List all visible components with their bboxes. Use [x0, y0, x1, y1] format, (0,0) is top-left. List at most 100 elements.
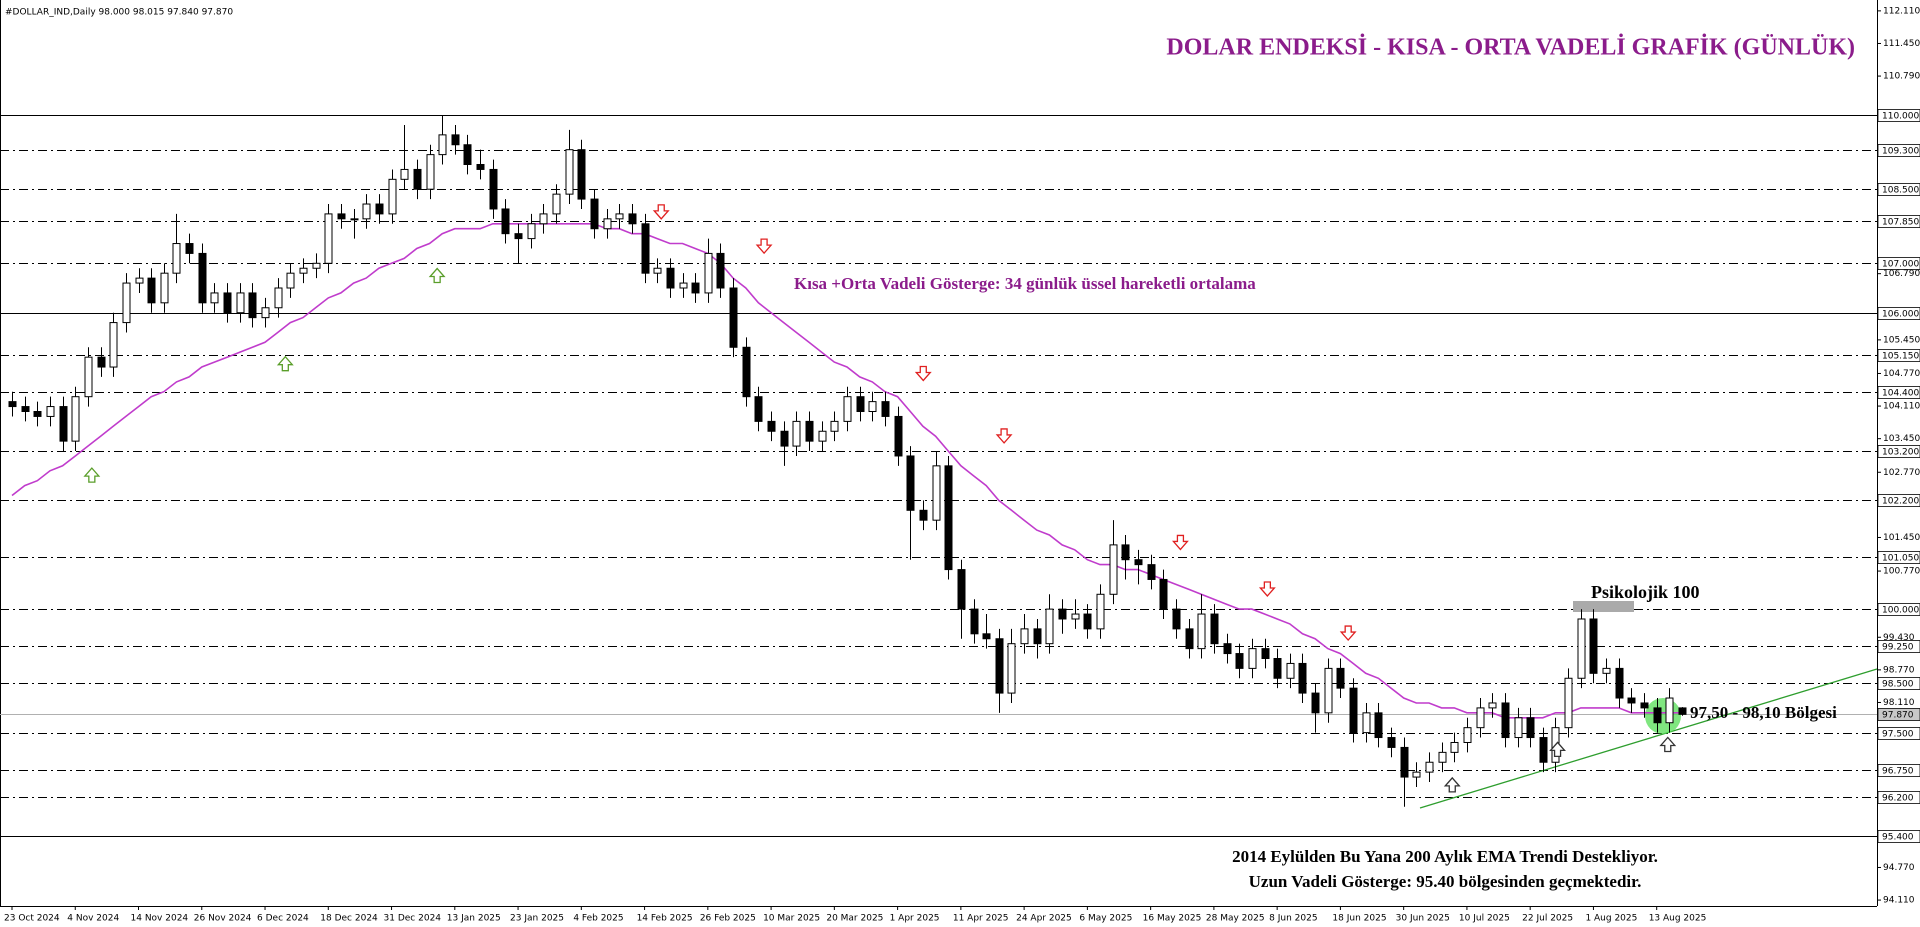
x-tick-label: 11 Apr 2025	[953, 914, 1009, 924]
candle-body	[59, 406, 68, 442]
down-arrow	[914, 365, 932, 382]
candle-body	[413, 168, 422, 190]
candle-body	[1045, 608, 1054, 645]
candle-body	[767, 420, 776, 432]
y-tick-label: 98.110	[1883, 698, 1915, 708]
candle-body	[679, 282, 688, 289]
candle-body	[46, 406, 55, 417]
candle-body	[1197, 613, 1206, 650]
candle-body	[135, 277, 144, 284]
psych-box	[1573, 601, 1634, 612]
x-tick-label: 14 Feb 2025	[637, 914, 693, 924]
candle-body	[1564, 677, 1573, 729]
candle-body	[1476, 707, 1485, 729]
candle-body	[603, 218, 612, 230]
y-tick-label: 111.450	[1883, 39, 1920, 49]
candle-body	[1134, 559, 1143, 566]
candle-body	[1412, 771, 1421, 778]
candle-body	[109, 322, 118, 368]
candle-body	[299, 267, 308, 274]
candle-body	[742, 346, 751, 398]
candle-body	[1627, 697, 1636, 704]
down-arrow	[1171, 534, 1189, 551]
level-label-box	[1877, 603, 1920, 616]
candle-body	[818, 430, 827, 442]
x-tick-label: 26 Feb 2025	[700, 914, 756, 924]
candle-body	[1185, 628, 1194, 650]
candle-body	[957, 569, 966, 610]
x-tick-label: 26 Nov 2024	[194, 914, 252, 924]
candle-body	[666, 267, 675, 289]
y-tick-label: 94.770	[1883, 863, 1915, 873]
candle-body	[615, 213, 624, 220]
candle-body	[552, 193, 561, 215]
candle-body	[172, 243, 181, 274]
x-tick-label: 10 Mar 2025	[763, 914, 820, 924]
candle-body	[1261, 648, 1270, 660]
x-tick-label: 4 Nov 2024	[67, 914, 119, 924]
x-tick-label: 16 May 2025	[1143, 914, 1202, 924]
candle-body	[1387, 737, 1396, 748]
candle-body	[881, 401, 890, 417]
up-arrow	[1549, 741, 1566, 758]
candle-body	[539, 213, 548, 225]
down-arrow	[1339, 625, 1357, 642]
candle-body	[463, 144, 472, 166]
chart-title: DOLAR ENDEKSİ - KISA - ORTA VADELİ GRAFİ…	[1166, 35, 1855, 61]
candle-body	[1147, 564, 1156, 580]
level-label-box	[1877, 349, 1920, 362]
trend-line	[1419, 668, 1878, 809]
candle-body	[1678, 707, 1687, 715]
candle-body	[590, 198, 599, 230]
candle-body	[1273, 658, 1282, 679]
level-label-box	[1877, 215, 1920, 228]
x-tick-label: 6 Dec 2024	[257, 914, 309, 924]
x-tick-label: 1 Aug 2025	[1585, 914, 1637, 924]
candles	[8, 115, 1687, 807]
up-arrow	[1443, 776, 1461, 793]
candle-body	[185, 243, 194, 254]
candle-body	[312, 262, 321, 269]
zone-highlight	[1645, 698, 1681, 734]
candle-body	[160, 272, 169, 304]
candle-body	[729, 287, 738, 348]
candle-body	[198, 252, 207, 304]
x-tick-label: 10 Jul 2025	[1459, 914, 1510, 924]
y-tick-label: 102.770	[1883, 468, 1920, 478]
candle-body	[1121, 544, 1130, 561]
candle-body	[8, 401, 17, 408]
down-arrow	[995, 428, 1013, 444]
candle-body	[1400, 746, 1409, 778]
level-label-box	[1877, 494, 1920, 507]
level-label: 105.150	[1882, 352, 1919, 362]
level-label: 96.200	[1882, 794, 1914, 804]
candle-body	[932, 465, 941, 521]
x-tick-label: 13 Jan 2025	[447, 914, 501, 924]
candle-body	[1324, 667, 1333, 714]
up-arrow	[83, 467, 101, 483]
level-label: 96.750	[1882, 767, 1914, 777]
candle-body	[1159, 578, 1168, 610]
candle-body	[894, 415, 903, 457]
level-label: 97.500	[1882, 730, 1914, 740]
level-label-box	[1877, 386, 1920, 399]
candle-body	[843, 396, 852, 422]
x-tick-label: 6 May 2025	[1079, 914, 1132, 924]
candle-body	[1425, 761, 1434, 773]
candle-body	[426, 154, 435, 190]
candle-body	[792, 420, 801, 447]
candle-body	[982, 633, 991, 640]
candle-body	[286, 272, 295, 289]
candle-body	[1526, 717, 1535, 739]
arrows	[83, 204, 1677, 793]
candle-body	[1463, 727, 1472, 743]
candle-body	[1286, 662, 1295, 679]
x-tick-label: 18 Jun 2025	[1332, 914, 1386, 924]
level-label: 101.050	[1882, 554, 1919, 564]
down-arrow	[1258, 581, 1276, 597]
x-tick-label: 23 Jan 2025	[510, 914, 564, 924]
candle-body	[1223, 643, 1232, 655]
level-label-box	[1877, 109, 1920, 122]
candle-body	[223, 292, 232, 314]
